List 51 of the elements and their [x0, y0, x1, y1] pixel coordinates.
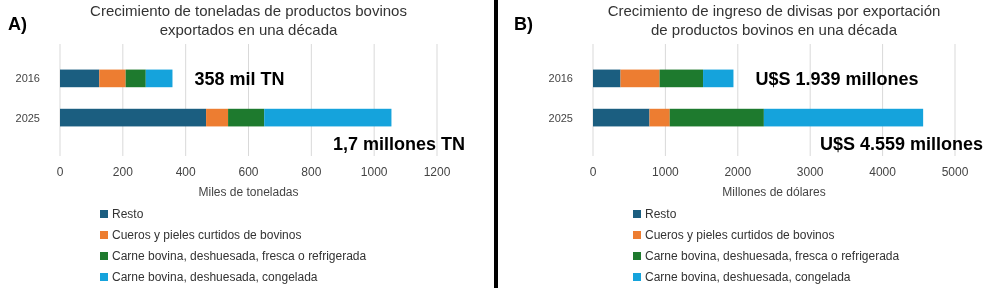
- y-tick-label: 2025: [15, 111, 40, 124]
- bar: [264, 108, 392, 127]
- bar: [593, 108, 650, 127]
- legend-label: Resto: [645, 207, 677, 221]
- legend-label: Carne bovina, deshuesada, congelada: [112, 270, 318, 284]
- y-tick-label: 2016: [15, 72, 40, 85]
- x-tick-label: 400: [175, 165, 196, 179]
- x-tick-label: 600: [238, 165, 259, 179]
- x-tick-label: 3000: [796, 165, 824, 179]
- annotation: U$S 4.559 millones: [819, 134, 983, 155]
- bar: [763, 108, 924, 127]
- legend-label: Resto: [112, 207, 144, 221]
- bar: [60, 69, 100, 88]
- x-tick-label: 1000: [360, 165, 388, 179]
- x-tick-label: 2000: [724, 165, 752, 179]
- x-tick-label: 800: [301, 165, 322, 179]
- legend-label: Cueros y pieles curtidos de bovinos: [112, 228, 302, 242]
- annotation: 1,7 millones TN: [332, 134, 465, 155]
- legend-label: Carne bovina, deshuesada, congelada: [645, 270, 851, 284]
- bar: [659, 69, 704, 88]
- bar: [593, 69, 621, 88]
- chart-title: Crecimiento de toneladas de productos bovinos exportados en una década: [90, 2, 407, 38]
- chart-title: Crecimiento de ingreso de divisas por exportación de productos bovinos en una década: [607, 2, 941, 38]
- bar: [620, 69, 660, 88]
- annotation: 358 mil TN: [194, 69, 285, 90]
- bar: [60, 108, 207, 127]
- x-axis-title: Miles de toneladas: [198, 185, 299, 199]
- x-tick-label: 5000: [941, 165, 969, 179]
- x-tick-label: 200: [112, 165, 134, 179]
- legend-label: Carne bovina, deshuesada, fresca o refrigerada: [112, 249, 367, 263]
- text: B): [514, 14, 533, 34]
- legend-label: Carne bovina, deshuesada, fresca o refrigerada: [645, 249, 900, 263]
- bar: [206, 108, 229, 127]
- x-axis-title: Millones de dólares: [722, 185, 826, 199]
- bar: [145, 69, 173, 88]
- annotation: U$S 1.939 millones: [755, 69, 919, 90]
- bar: [125, 69, 146, 88]
- legend-label: Cueros y pieles curtidos de bovinos: [645, 228, 835, 242]
- text: A): [8, 14, 27, 34]
- x-tick-label: 1200: [423, 165, 451, 179]
- bar: [703, 69, 734, 88]
- bar: [228, 108, 265, 127]
- bar: [669, 108, 764, 127]
- x-tick-label: 4000: [869, 165, 897, 179]
- bar: [649, 108, 670, 127]
- y-tick-label: 2025: [548, 111, 573, 124]
- y-tick-label: 2016: [548, 72, 573, 85]
- x-tick-label: 0: [589, 165, 597, 179]
- x-tick-label: 1000: [652, 165, 680, 179]
- x-tick-label: 0: [56, 165, 64, 179]
- bar: [99, 69, 126, 88]
